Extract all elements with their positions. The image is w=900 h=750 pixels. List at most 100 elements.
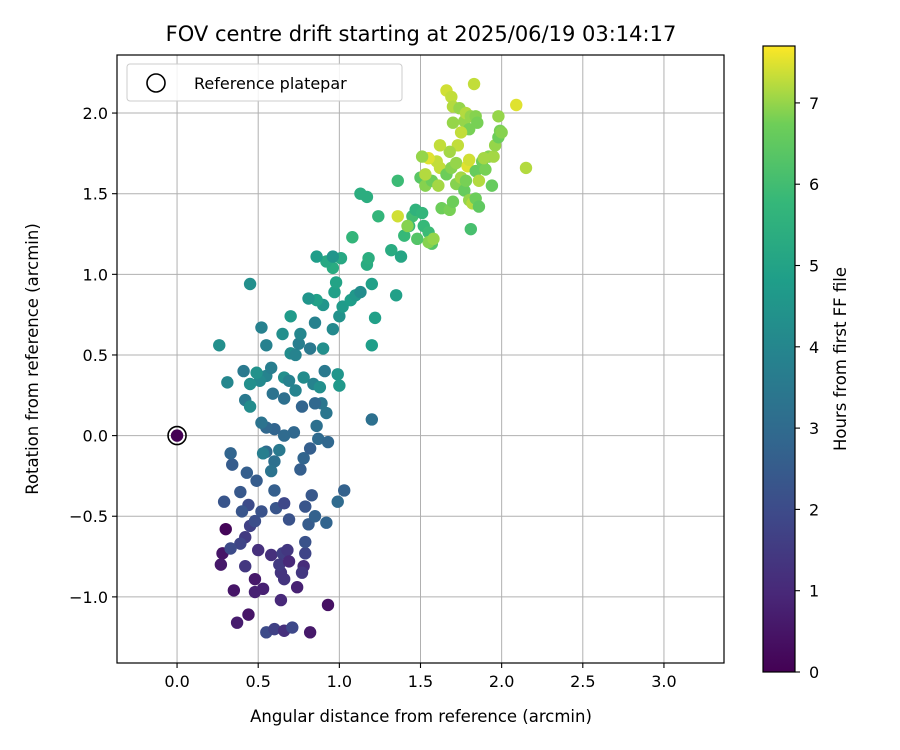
data-point — [237, 364, 250, 378]
data-point — [277, 572, 291, 586]
data-point — [479, 163, 492, 176]
data-point — [362, 252, 375, 265]
data-point — [299, 500, 312, 513]
data-point — [277, 497, 291, 510]
data-point — [284, 310, 297, 323]
data-point — [287, 426, 301, 439]
data-point — [519, 161, 533, 175]
data-point — [401, 219, 414, 233]
data-point — [250, 474, 263, 487]
data-point — [277, 392, 291, 405]
data-point — [213, 339, 226, 352]
data-point — [310, 419, 323, 433]
data-points — [170, 77, 533, 639]
data-point — [419, 168, 432, 181]
data-point — [305, 489, 318, 502]
data-point — [214, 558, 228, 571]
data-point — [328, 285, 341, 299]
data-point — [326, 250, 340, 263]
colorbar-tick-label: 4 — [809, 338, 819, 357]
data-point — [469, 164, 482, 178]
data-point — [308, 316, 322, 329]
colorbar-ticks: 0 1 2 3 4 5 6 7 — [795, 94, 819, 682]
data-point — [256, 447, 270, 460]
data-point — [230, 616, 244, 629]
data-point — [472, 200, 486, 213]
data-point — [282, 555, 296, 568]
data-point — [316, 342, 330, 355]
data-point — [235, 505, 249, 518]
data-point — [394, 250, 408, 263]
data-point — [391, 174, 404, 187]
y-tick-label: 0.0 — [83, 427, 108, 446]
data-point — [255, 321, 268, 334]
data-point — [326, 322, 340, 336]
x-tick-label: 3.0 — [651, 672, 676, 691]
data-point — [268, 455, 281, 468]
data-point — [292, 337, 305, 350]
data-point — [308, 510, 322, 523]
data-point — [248, 514, 262, 528]
data-point — [297, 371, 310, 384]
y-tick-label: 1.0 — [83, 265, 108, 284]
data-point — [282, 513, 296, 526]
data-point — [295, 400, 309, 413]
data-point — [313, 381, 327, 394]
colorbar-tick-label: 2 — [809, 500, 819, 519]
colorbar-tick-label: 7 — [809, 94, 819, 113]
data-point — [321, 598, 335, 612]
data-point — [219, 522, 232, 536]
data-point — [224, 542, 237, 555]
data-point — [303, 342, 317, 355]
data-point — [281, 543, 294, 557]
data-point — [277, 429, 291, 442]
data-point — [385, 243, 398, 257]
data-point — [338, 484, 351, 497]
data-point — [303, 442, 317, 455]
data-point — [360, 190, 374, 204]
data-point — [415, 206, 429, 220]
plot-area: 0.0 0.5 1.0 1.5 2.0 2.5 3.0 −1.0 −0.5 0.0 0.5 1.0 1… — [69, 54, 725, 691]
data-point — [462, 153, 476, 167]
data-point — [289, 348, 302, 362]
x-axis-ticks: 0.0 0.5 1.0 1.5 2.0 2.5 3.0 — [164, 663, 677, 691]
data-point — [321, 435, 335, 449]
grid — [117, 55, 724, 663]
data-point — [365, 413, 379, 426]
data-point — [224, 447, 237, 460]
data-point — [243, 400, 257, 413]
data-point — [372, 210, 385, 223]
data-point — [450, 156, 463, 170]
data-point — [255, 505, 268, 518]
y-axis-ticks: −1.0 −0.5 0.0 0.5 1.0 1.5 2.0 — [69, 104, 117, 607]
data-point — [243, 277, 257, 291]
data-point — [445, 90, 458, 104]
data-point — [329, 276, 343, 289]
data-point — [320, 406, 333, 420]
legend: Reference platepar — [126, 63, 403, 102]
data-point — [286, 621, 299, 634]
legend-open-circle-icon — [146, 73, 166, 93]
data-point — [346, 231, 359, 244]
colorbar-tick-label: 6 — [809, 175, 819, 194]
data-point — [433, 139, 447, 152]
data-point — [250, 366, 263, 379]
data-point — [398, 229, 411, 242]
legend-box — [126, 63, 403, 102]
data-point — [273, 443, 286, 457]
colorbar-tick-label: 5 — [809, 257, 819, 276]
data-point — [290, 581, 304, 594]
data-point — [303, 626, 317, 639]
data-point — [333, 310, 346, 323]
data-point — [432, 179, 445, 192]
data-point — [217, 495, 231, 508]
data-point — [427, 232, 440, 246]
data-point — [389, 289, 403, 302]
data-point — [492, 110, 505, 123]
data-point — [411, 232, 424, 246]
data-point — [295, 566, 309, 579]
y-tick-label: 1.5 — [83, 185, 108, 204]
data-point — [264, 361, 278, 375]
data-point — [282, 374, 296, 387]
data-point — [464, 222, 478, 236]
